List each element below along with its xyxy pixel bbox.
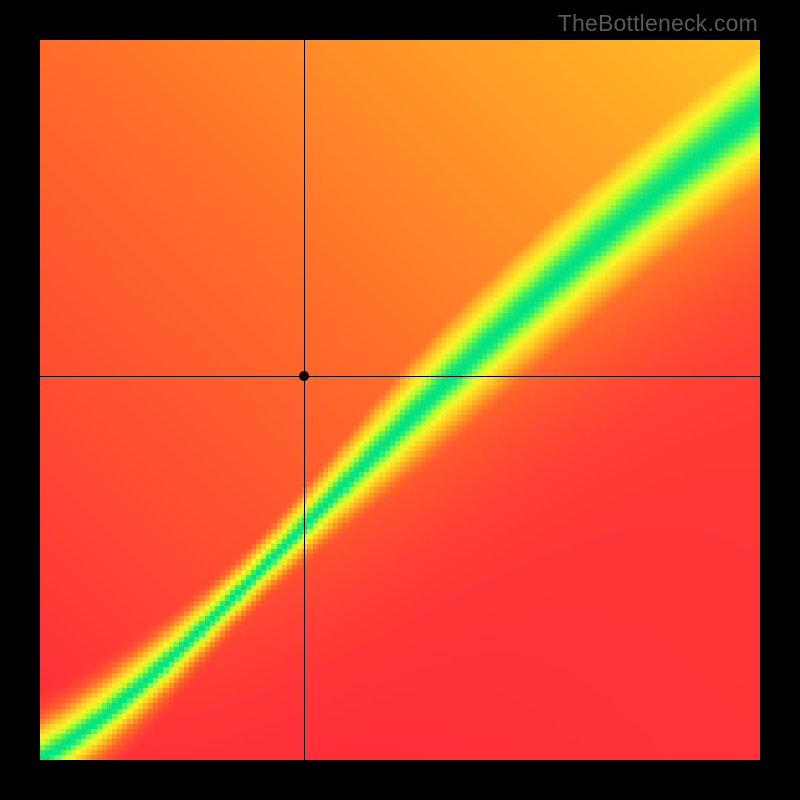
heatmap-canvas [40,40,760,760]
chart-container: TheBottleneck.com [0,0,800,800]
crosshair-vertical [304,40,305,760]
watermark-text: TheBottleneck.com [558,10,758,37]
marker-dot [299,371,309,381]
plot-area [40,40,760,760]
crosshair-horizontal [40,376,760,377]
